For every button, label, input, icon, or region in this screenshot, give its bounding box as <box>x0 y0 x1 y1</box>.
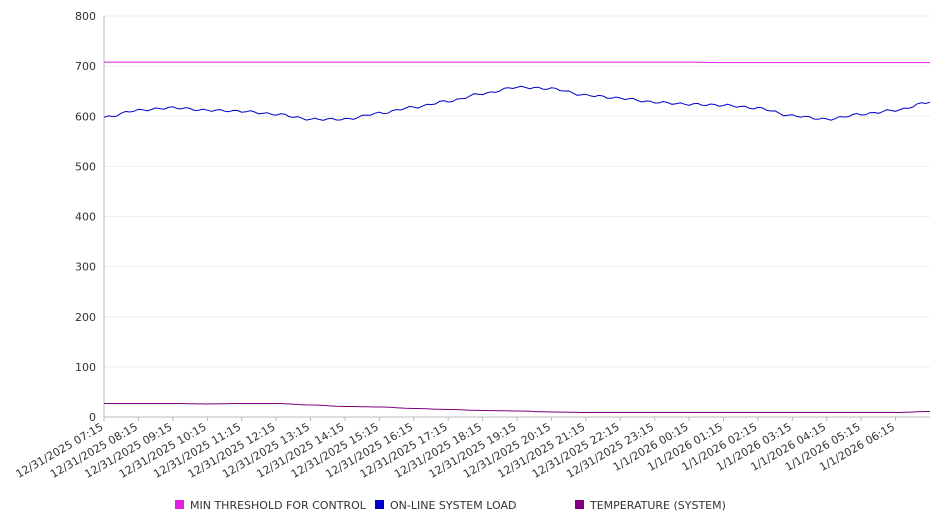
y-tick-label: 400 <box>75 211 96 224</box>
y-tick-label: 200 <box>75 311 96 324</box>
series-line-1 <box>103 85 931 121</box>
y-tick-label: 700 <box>75 60 96 73</box>
series-lines <box>103 61 931 413</box>
y-tick-labels: 0 100 200 300 400 500 600 700 800 <box>75 10 96 424</box>
y-tick-label: 600 <box>75 110 96 123</box>
legend-label: ON-LINE SYSTEM LOAD <box>390 499 516 512</box>
y-tick-label: 800 <box>75 10 96 23</box>
legend-label: TEMPERATURE (SYSTEM) <box>589 499 726 512</box>
series-line-0 <box>104 61 930 64</box>
y-tick-label: 300 <box>75 261 96 274</box>
y-tick-label: 0 <box>89 411 96 424</box>
grid-lines <box>104 15 930 368</box>
legend-swatch <box>375 500 384 509</box>
series-line-2 <box>104 403 930 413</box>
y-tick-label: 500 <box>75 160 96 173</box>
legend-swatch <box>575 500 584 509</box>
legend: MIN THRESHOLD FOR CONTROL ON-LINE SYSTEM … <box>175 499 726 512</box>
legend-swatch <box>175 500 184 509</box>
legend-label: MIN THRESHOLD FOR CONTROL <box>190 499 367 512</box>
y-tick-label: 100 <box>75 361 96 374</box>
